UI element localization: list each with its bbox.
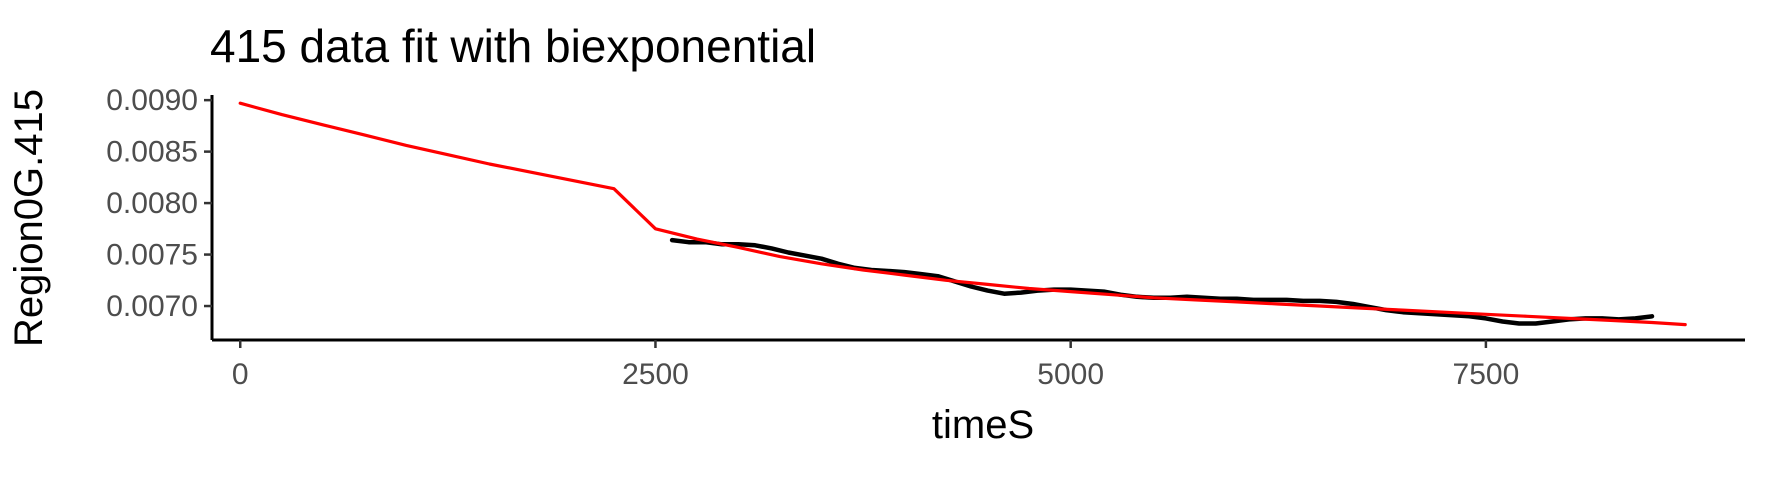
y-tick-label: 0.0075 — [106, 239, 198, 272]
y-tick-label: 0.0090 — [106, 84, 198, 117]
y-tick-label: 0.0085 — [106, 136, 198, 169]
x-axis-label: timeS — [932, 403, 1034, 447]
axes: 0 2500 5000 7500 0.0070 0.0075 0.0080 0.0085 0.0… — [106, 84, 1745, 391]
fit-curve-line — [238, 101, 1687, 327]
data-series-line — [669, 237, 1655, 326]
y-tick-label: 0.0080 — [106, 187, 198, 220]
plot-area — [238, 101, 1687, 327]
y-tick-label: 0.0070 — [106, 290, 198, 323]
x-tick-label: 0 — [232, 358, 249, 391]
x-tick-label: 5000 — [1037, 358, 1104, 391]
chart-title: 415 data fit with biexponential — [210, 20, 816, 72]
x-tick-label: 7500 — [1453, 358, 1520, 391]
x-tick-label: 2500 — [622, 358, 689, 391]
y-axis-label: Region0G.415 — [7, 89, 51, 347]
